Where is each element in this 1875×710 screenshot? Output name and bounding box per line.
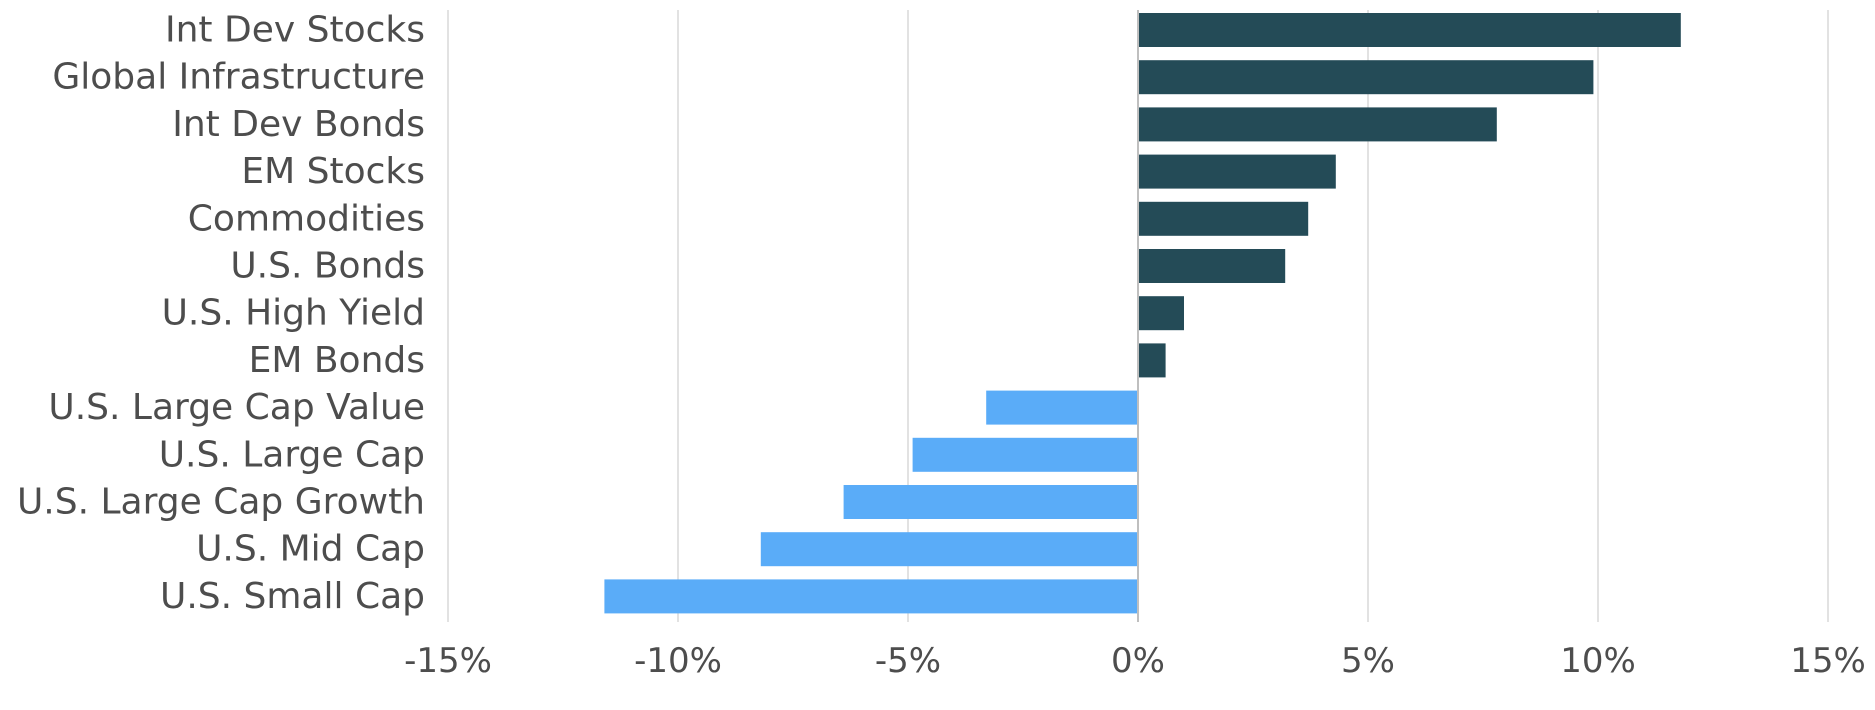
bar — [912, 437, 1138, 472]
bar — [1138, 296, 1184, 331]
bars — [604, 13, 1681, 614]
x-axis-tick-labels: -15% -10% -5% 0% 5% 10% 15% — [404, 641, 1866, 681]
bar — [760, 532, 1138, 567]
category-label: Int Dev Bonds — [172, 104, 425, 145]
bar — [1138, 60, 1594, 95]
category-label: U.S. Large Cap — [159, 434, 425, 475]
category-label: Global Infrastructure — [52, 57, 425, 98]
x-tick-label: 10% — [1560, 641, 1636, 681]
category-label: U.S. Large Cap Growth — [17, 482, 425, 523]
category-label: U.S. Small Cap — [160, 576, 425, 617]
x-tick-label: -10% — [634, 641, 722, 681]
x-tick-label: -5% — [875, 641, 941, 681]
bar — [986, 390, 1138, 425]
x-tick-label: 0% — [1111, 641, 1165, 681]
category-label: EM Stocks — [241, 151, 425, 192]
bar — [1138, 13, 1681, 47]
bar — [1138, 201, 1309, 236]
x-tick-label: 5% — [1341, 641, 1395, 681]
category-label: Commodities — [188, 198, 425, 239]
x-tick-label: 15% — [1790, 641, 1866, 681]
bar — [1138, 107, 1497, 142]
category-label: EM Bonds — [249, 340, 425, 381]
x-tick-label: -15% — [404, 641, 492, 681]
bar — [843, 485, 1138, 519]
category-label: U.S. Bonds — [230, 246, 425, 287]
category-label: U.S. High Yield — [162, 293, 425, 334]
category-labels: Int Dev Stocks Global Infrastructure Int D… — [17, 10, 425, 617]
category-label: U.S. Large Cap Value — [48, 387, 425, 428]
bar — [1138, 343, 1166, 378]
category-label: Int Dev Stocks — [165, 10, 425, 51]
category-label: U.S. Mid Cap — [196, 529, 425, 570]
bar — [1138, 154, 1336, 189]
bar — [1138, 249, 1286, 283]
bar — [604, 579, 1138, 614]
